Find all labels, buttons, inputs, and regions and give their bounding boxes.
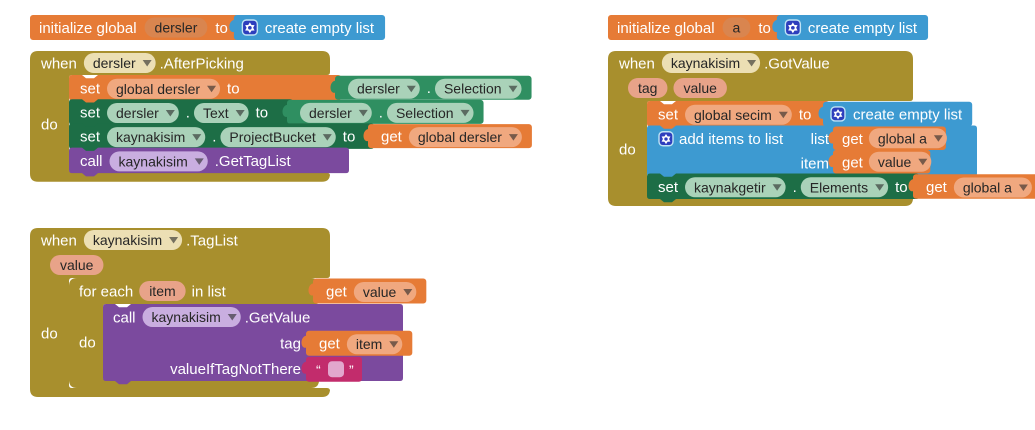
svg-text:get: get [326, 284, 348, 301]
svg-text:kaynakisim: kaynakisim [152, 309, 221, 325]
svg-text:value: value [683, 80, 717, 96]
svg-text:set: set [80, 80, 101, 97]
svg-text:call: call [80, 153, 103, 170]
svg-text:kaynakisim: kaynakisim [671, 55, 740, 71]
svg-text:tag: tag [638, 80, 657, 96]
svg-text:.: . [427, 80, 431, 97]
svg-text:kaynakisim: kaynakisim [119, 153, 188, 169]
svg-text:value: value [878, 154, 912, 170]
svg-text:get: get [319, 336, 341, 353]
svg-text:.: . [186, 104, 190, 121]
svg-text:kaynakisim: kaynakisim [116, 129, 185, 145]
svg-text:.GetTagList: .GetTagList [215, 153, 292, 170]
svg-text:add items to list: add items to list [679, 131, 784, 148]
svg-text:item: item [149, 283, 175, 299]
svg-text:create empty list: create empty list [265, 20, 375, 37]
svg-text:when: when [40, 56, 77, 73]
svg-text:.TagList: .TagList [186, 233, 239, 250]
svg-text:dersler: dersler [116, 105, 159, 121]
svg-text:”: ” [349, 362, 354, 378]
svg-text:tag: tag [280, 336, 301, 353]
svg-text:create empty list: create empty list [853, 106, 963, 123]
svg-text:create empty list: create empty list [808, 20, 918, 37]
svg-text:ProjectBucket: ProjectBucket [229, 129, 315, 145]
svg-text:get: get [842, 154, 864, 171]
svg-text:dersler: dersler [155, 20, 198, 36]
svg-text:global dersler: global dersler [418, 129, 502, 145]
svg-text:valueIfTagNotThere: valueIfTagNotThere [170, 361, 301, 378]
svg-text:do: do [79, 335, 96, 352]
svg-text:call: call [113, 310, 136, 327]
svg-text:Text: Text [203, 105, 229, 121]
svg-text:to: to [758, 20, 771, 37]
svg-text:.GetValue: .GetValue [245, 310, 311, 327]
svg-text:set: set [658, 179, 679, 196]
svg-text:get: get [842, 131, 864, 148]
svg-text:do: do [619, 142, 636, 159]
svg-text:.: . [379, 104, 383, 121]
svg-text:list: list [811, 131, 830, 148]
svg-text:value: value [60, 257, 94, 273]
svg-text:to: to [895, 179, 908, 196]
svg-text:to: to [227, 80, 240, 97]
svg-text:dersler: dersler [93, 55, 136, 71]
svg-text:for each: for each [79, 284, 133, 301]
svg-text:Elements: Elements [810, 179, 868, 195]
svg-text:global a: global a [963, 179, 1012, 195]
svg-text:.AfterPicking: .AfterPicking [160, 56, 244, 73]
svg-text:value: value [363, 284, 397, 300]
svg-text:do: do [41, 326, 58, 343]
svg-text:.: . [212, 129, 216, 146]
svg-text:dersler: dersler [357, 81, 400, 97]
svg-text:dersler: dersler [309, 105, 352, 121]
svg-text:in list: in list [192, 284, 227, 301]
svg-text:item: item [356, 336, 382, 352]
svg-text:Selection: Selection [396, 105, 454, 121]
svg-text:to: to [799, 106, 812, 123]
svg-text:set: set [80, 104, 101, 121]
svg-text:when: when [40, 233, 77, 250]
svg-text:kaynakisim: kaynakisim [93, 232, 162, 248]
svg-text:.: . [793, 179, 797, 196]
svg-text:get: get [381, 129, 403, 146]
svg-text:initialize global: initialize global [617, 20, 715, 37]
svg-text:kaynakgetir: kaynakgetir [694, 179, 766, 195]
svg-text:“: “ [316, 362, 321, 378]
svg-text:get: get [926, 179, 948, 196]
svg-text:initialize global: initialize global [39, 20, 137, 37]
svg-text:global dersler: global dersler [116, 81, 200, 97]
svg-text:to: to [215, 20, 228, 37]
svg-text:Selection: Selection [444, 81, 502, 97]
svg-text:global a: global a [878, 130, 927, 146]
svg-text:global secim: global secim [694, 107, 772, 123]
svg-text:when: when [618, 56, 655, 73]
svg-text:to: to [343, 129, 356, 146]
svg-text:set: set [80, 129, 101, 146]
svg-text:a: a [733, 20, 741, 36]
svg-text:do: do [41, 116, 58, 133]
svg-text:to: to [256, 104, 269, 121]
svg-text:item: item [801, 155, 829, 172]
svg-text:set: set [658, 106, 679, 123]
svg-text:.GotValue: .GotValue [764, 56, 830, 73]
